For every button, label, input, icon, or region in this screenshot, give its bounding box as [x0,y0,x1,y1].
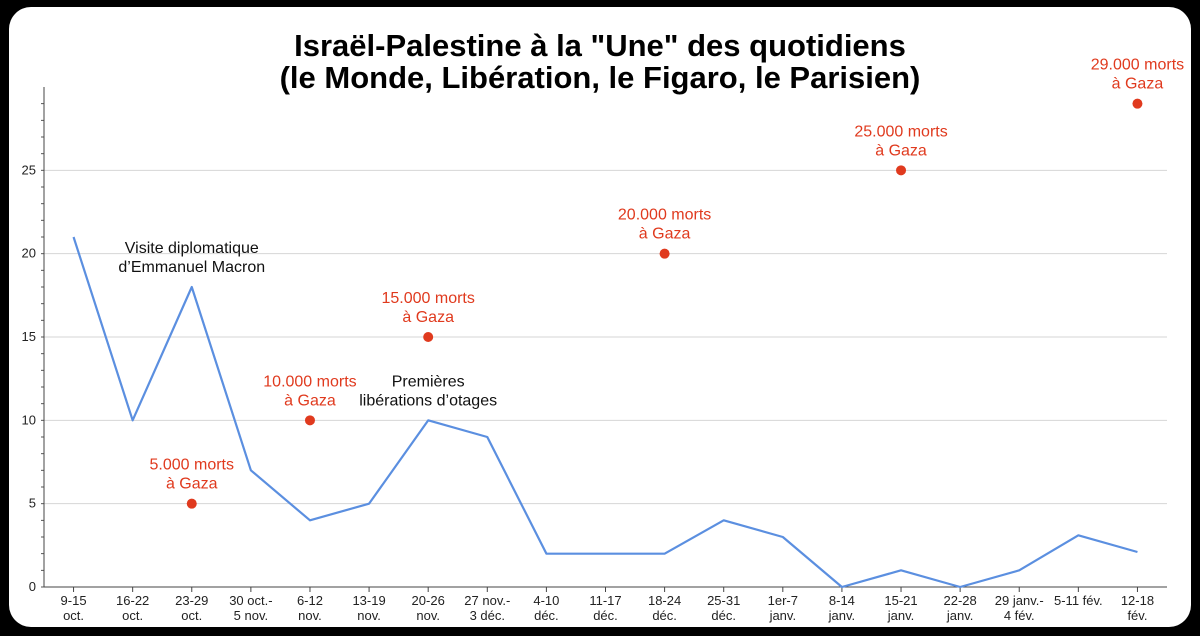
x-tick-label: 13-19 nov. [352,593,385,623]
markers: 5.000 morts à Gaza 10.000 morts à Gaza 15.00… [150,57,1184,509]
x-tick-label: 1er-7 janv. [768,593,798,623]
x-tick-label: 5-11 fév. [1054,593,1103,608]
x-tick-label: 23-29 oct. [175,593,208,623]
x-tick-label: 25-31 déc. [707,593,740,623]
y-tick-label-5: 5 [29,496,36,511]
death-toll-label: 10.000 morts à Gaza [263,373,356,409]
death-toll-marker [896,165,907,176]
death-toll-label: 29.000 morts à Gaza [1091,57,1184,93]
y-axis: 0 5 10 15 20 25 [22,87,45,594]
death-toll-marker [1132,98,1143,109]
death-toll-label: 15.000 morts à Gaza [381,290,474,326]
x-tick-label: 20-26 nov. [412,593,445,623]
x-tick-label: 11-17 déc. [589,593,621,623]
event-annotation: Premières libérations d’otages [359,373,497,409]
y-tick-label-0: 0 [29,579,36,594]
x-tick-label: 22-28 janv. [944,593,977,623]
x-tick-label: 18-24 déc. [648,593,681,623]
x-tick-label: 8-14 janv. [828,593,856,623]
event-annotation: Visite diplomatique d’Emmanuel Macron [118,240,265,276]
y-tick-label-10: 10 [22,412,36,427]
chart-title-line-2: (le Monde, Libération, le Figaro, le Par… [280,60,921,95]
y-tick-label-20: 20 [22,246,36,261]
x-axis: 9-15 oct. 16-22 oct. 23-29 oct. 30 oct.-5 nov.… [44,586,1167,623]
x-tick-label: 9-15 oct. [61,593,87,623]
x-tick-label: 30 oct.-5 nov. [229,593,272,623]
death-toll-marker [186,498,197,509]
series [72,236,1138,589]
x-tick-label: 29 janv.-4 fév. [995,593,1044,623]
x-tick-label: 12-18 fév. [1121,593,1154,623]
line-chart: Israël-Palestine à la "Une" des quotidie… [22,28,1185,623]
x-tick-label: 27 nov.-3 déc. [464,593,510,623]
chart-title-line-1: Israël-Palestine à la "Une" des quotidie… [294,28,906,63]
series-line-unes [72,236,1138,589]
x-tick-label: 16-22 oct. [116,593,149,623]
grid [44,169,1167,505]
chart-frame: Israël-Palestine à la "Une" des quotidie… [9,7,1191,627]
y-tick-label-15: 15 [22,329,36,344]
annotations: Visite diplomatique d’Emmanuel Macron Prem… [118,240,497,409]
death-toll-label: 25.000 morts à Gaza [854,123,947,159]
x-tick-label: 4-10 déc. [533,593,559,623]
x-tick-label: 15-21 janv. [884,593,917,623]
x-tick-label: 6-12 nov. [297,593,323,623]
y-tick-label-25: 25 [22,162,36,177]
death-toll-label: 20.000 morts à Gaza [618,207,711,243]
death-toll-marker [659,248,670,259]
death-toll-marker [304,415,315,426]
death-toll-marker [423,332,434,342]
death-toll-label: 5.000 morts à Gaza [150,457,234,493]
